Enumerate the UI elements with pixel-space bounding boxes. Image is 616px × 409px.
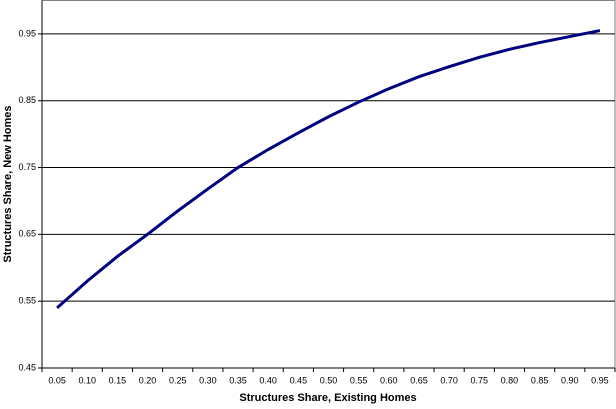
y-tick-label: 0.55 bbox=[18, 296, 36, 306]
y-axis-label: Structures Share, New Homes bbox=[2, 105, 14, 262]
x-tick-label: 0.25 bbox=[169, 375, 187, 385]
series-line bbox=[56, 29, 601, 309]
x-tick-label: 0.85 bbox=[531, 375, 549, 385]
x-tick-label: 0.05 bbox=[48, 375, 66, 385]
x-tick-label: 0.60 bbox=[380, 375, 398, 385]
y-tick-label: 0.75 bbox=[18, 162, 36, 172]
x-tick-label: 0.50 bbox=[320, 375, 338, 385]
x-tick-label: 0.95 bbox=[591, 375, 609, 385]
x-tick-label: 0.15 bbox=[109, 375, 127, 385]
y-tick-label: 0.45 bbox=[18, 362, 36, 372]
x-tick-label: 0.20 bbox=[139, 375, 157, 385]
x-tick-label: 0.70 bbox=[440, 375, 458, 385]
x-tick-label: 0.30 bbox=[199, 375, 217, 385]
x-tick-label: 0.90 bbox=[561, 375, 579, 385]
x-tick-label: 0.40 bbox=[259, 375, 277, 385]
x-tick-label: 0.10 bbox=[78, 375, 96, 385]
x-tick-label: 0.45 bbox=[290, 375, 308, 385]
x-tick-label: 0.80 bbox=[501, 375, 519, 385]
x-tick-label: 0.55 bbox=[350, 375, 368, 385]
plot-frame bbox=[41, 0, 616, 369]
x-tick-label: 0.65 bbox=[410, 375, 428, 385]
x-tick-label: 0.35 bbox=[229, 375, 247, 385]
x-axis-label: Structures Share, Existing Homes bbox=[239, 392, 416, 404]
y-tick-label: 0.95 bbox=[18, 28, 36, 38]
y-tick-label: 0.85 bbox=[18, 95, 36, 105]
x-tick-label: 0.75 bbox=[471, 375, 489, 385]
y-tick-label: 0.65 bbox=[18, 229, 36, 239]
